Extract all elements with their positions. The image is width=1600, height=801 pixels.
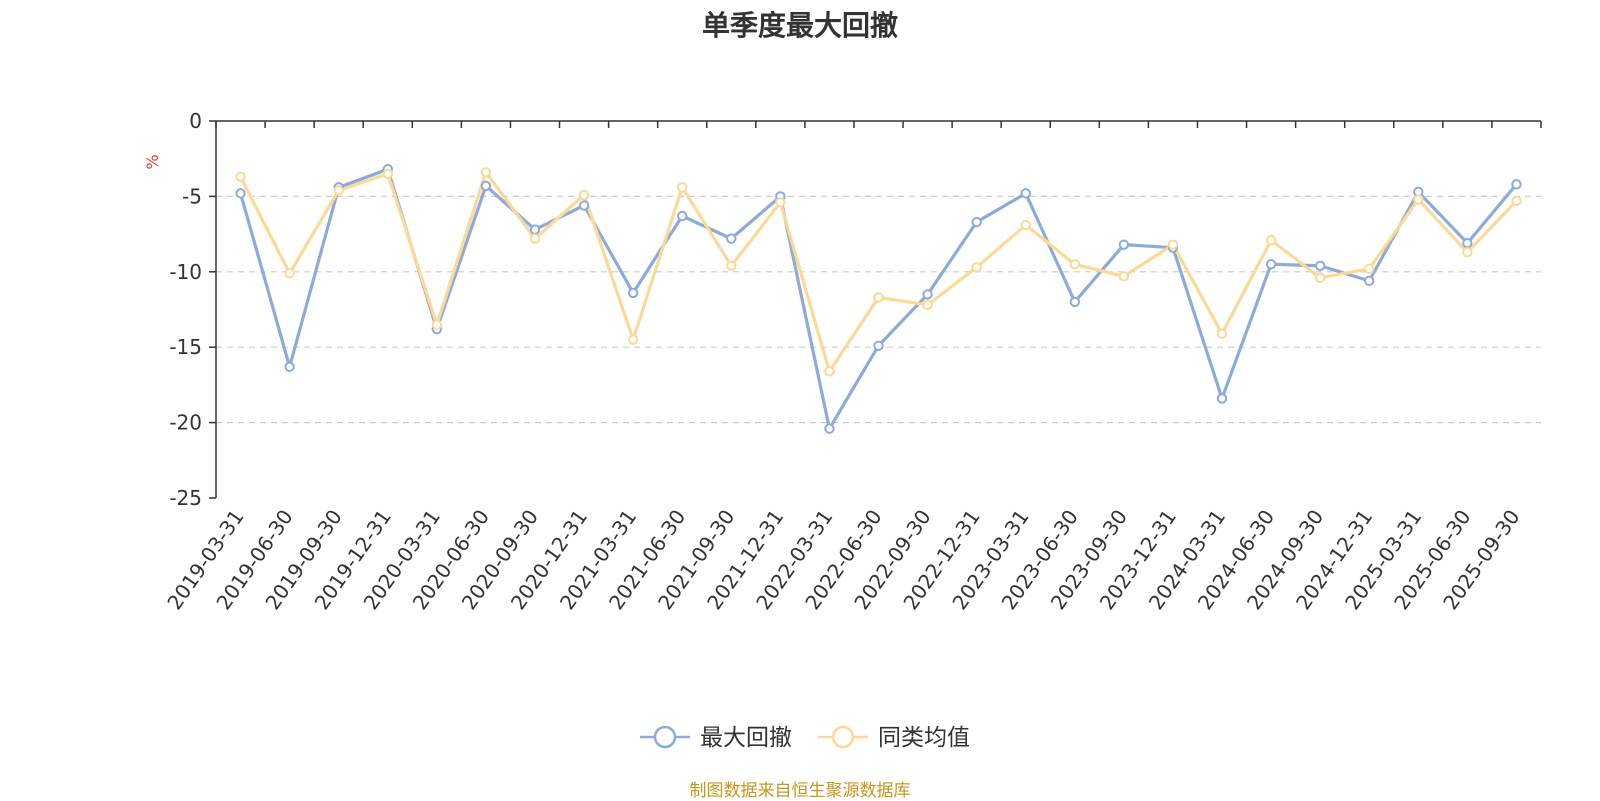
data-point[interactable] xyxy=(1118,239,1130,250)
y-tick-label: -20 xyxy=(169,411,202,435)
data-point[interactable] xyxy=(1511,179,1522,190)
data-point[interactable] xyxy=(578,200,590,211)
data-point[interactable] xyxy=(1413,194,1424,205)
data-point[interactable] xyxy=(1216,393,1228,404)
data-point[interactable] xyxy=(431,319,443,330)
data-point[interactable] xyxy=(1020,219,1031,231)
data-point[interactable] xyxy=(1167,239,1179,250)
data-point[interactable] xyxy=(1069,296,1080,308)
data-point[interactable] xyxy=(382,168,393,179)
legend-circle-icon xyxy=(831,725,855,749)
data-point[interactable] xyxy=(971,262,982,273)
series-lines xyxy=(235,164,1522,434)
data-point[interactable] xyxy=(873,292,884,303)
data-point[interactable] xyxy=(235,188,246,199)
data-point[interactable] xyxy=(480,180,492,192)
legend-item-0[interactable]: 最大回撤 xyxy=(640,725,792,751)
legend: 最大回撤 同类均值 xyxy=(640,725,970,751)
grid-lines xyxy=(216,195,1541,424)
data-point[interactable] xyxy=(726,260,737,271)
y-tick-label: -10 xyxy=(169,260,202,284)
data-point[interactable] xyxy=(1314,260,1326,271)
data-point[interactable] xyxy=(824,423,835,434)
data-point[interactable] xyxy=(1314,272,1326,284)
data-point[interactable] xyxy=(1511,195,1522,207)
chart-title: 单季度最大回撤 xyxy=(701,9,898,42)
data-point[interactable] xyxy=(627,287,639,299)
data-point[interactable] xyxy=(1265,259,1277,270)
data-point[interactable] xyxy=(1069,259,1080,270)
legend-label: 同类均值 xyxy=(878,725,970,751)
data-point[interactable] xyxy=(627,334,639,345)
y-tick-label: 0 xyxy=(189,109,202,133)
footer-source: 制图数据来自恒生聚源数据库 xyxy=(689,781,911,801)
data-point[interactable] xyxy=(284,268,295,279)
x-tick-labels: 2019-03-312019-06-302019-09-302019-12-31… xyxy=(162,505,1524,614)
data-point[interactable] xyxy=(1462,246,1473,258)
data-point[interactable] xyxy=(922,299,933,311)
legend-label: 最大回撤 xyxy=(700,725,792,751)
data-point[interactable] xyxy=(480,167,492,178)
y-tick-label: -5 xyxy=(182,184,202,208)
data-point[interactable] xyxy=(775,197,786,208)
data-point[interactable] xyxy=(1216,328,1228,339)
data-point[interactable] xyxy=(1265,234,1277,246)
data-point[interactable] xyxy=(284,361,295,373)
y-tick-label: -15 xyxy=(169,335,202,359)
y-unit-label: % xyxy=(143,154,162,169)
data-point[interactable] xyxy=(824,366,835,377)
data-point[interactable] xyxy=(578,189,590,201)
axes: 0 -5 -10 -15 -20 -25 xyxy=(169,109,1542,510)
data-point[interactable] xyxy=(873,340,884,351)
data-point[interactable] xyxy=(1364,275,1375,287)
data-point[interactable] xyxy=(1364,263,1375,274)
data-point[interactable] xyxy=(333,185,344,196)
data-point[interactable] xyxy=(235,171,246,182)
data-point[interactable] xyxy=(529,224,541,235)
data-point[interactable] xyxy=(529,233,541,244)
data-point[interactable] xyxy=(1118,271,1130,282)
legend-item-1[interactable]: 同类均值 xyxy=(818,725,970,751)
data-point[interactable] xyxy=(1462,237,1473,249)
data-point[interactable] xyxy=(677,210,688,222)
data-point[interactable] xyxy=(677,182,688,193)
data-point[interactable] xyxy=(922,289,933,300)
data-point[interactable] xyxy=(971,216,982,228)
data-point[interactable] xyxy=(1020,188,1031,199)
legend-circle-icon xyxy=(653,725,677,749)
y-tick-label: -25 xyxy=(169,486,202,510)
data-point[interactable] xyxy=(726,233,737,244)
